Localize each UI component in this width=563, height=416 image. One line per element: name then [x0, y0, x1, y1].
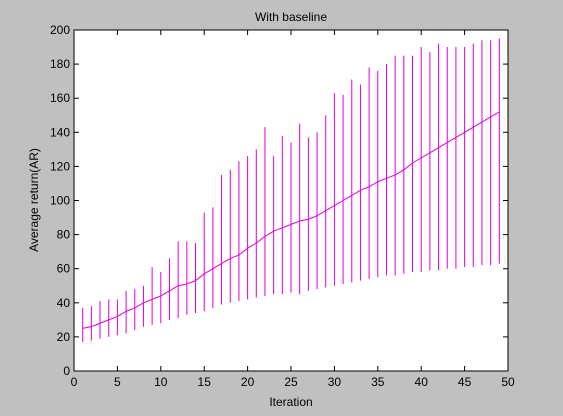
y-axis: 0 20 40 60 80 100 120 140 160 180 200: [50, 23, 508, 378]
x-axis: 0 5 10 15 20 25 30 35 40 45 50: [71, 30, 515, 389]
x-tick-label: 50: [501, 375, 515, 389]
x-tick-label: 25: [284, 375, 298, 389]
x-tick-label: 20: [241, 375, 255, 389]
error-bars: [82, 38, 500, 343]
y-tick-label: 140: [50, 125, 70, 139]
y-tick-label: 0: [63, 364, 70, 378]
x-tick-label: 5: [114, 375, 121, 389]
y-tick-label: 120: [50, 159, 70, 173]
y-tick-label: 160: [50, 91, 70, 105]
x-tick-label: 40: [415, 375, 429, 389]
x-tick-label: 45: [458, 375, 472, 389]
y-tick-label: 40: [57, 296, 71, 310]
x-tick-label: 30: [328, 375, 342, 389]
x-tick-label: 35: [371, 375, 385, 389]
y-tick-label: 180: [50, 57, 70, 71]
y-tick-label: 80: [57, 228, 71, 242]
x-tick-label: 0: [71, 375, 78, 389]
y-tick-label: 100: [50, 194, 70, 208]
y-tick-label: 200: [50, 23, 70, 37]
mean-return-line: [82, 111, 500, 329]
y-axis-title: Average return(AR): [27, 148, 41, 252]
y-tick-label: 60: [57, 262, 71, 276]
x-tick-label: 15: [198, 375, 212, 389]
x-axis-title: Iteration: [269, 395, 312, 409]
chart-title: With baseline: [255, 10, 327, 24]
x-tick-label: 10: [154, 375, 168, 389]
y-tick-label: 20: [57, 330, 71, 344]
